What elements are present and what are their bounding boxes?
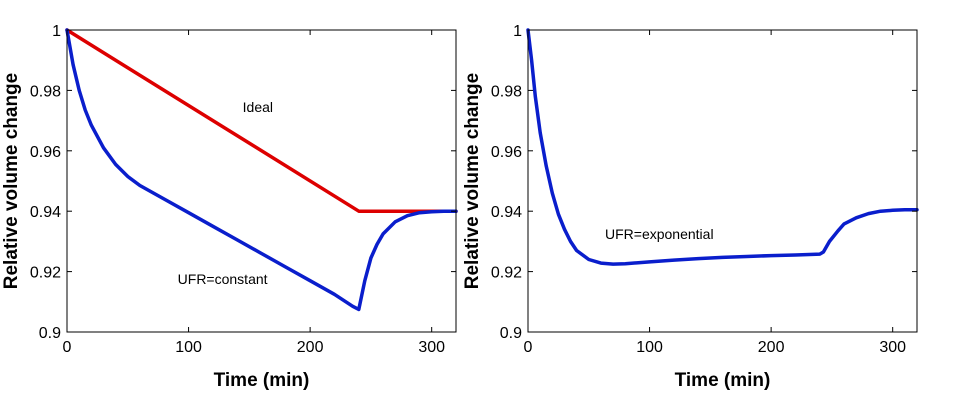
chart-right-ticks: 0 100 200 300 0.9 0.92 0.94 0.96 0.98 1 [491, 23, 917, 356]
chart-right-x-tick-label: 100 [636, 339, 663, 356]
annotation-ufr-exponential: UFR=exponential [605, 226, 714, 242]
chart-left-y-axis-label: Relative volume change [1, 73, 22, 289]
chart-left-series-line-0 [65, 28, 458, 213]
chart-left-y-tick-label: 0.98 [30, 83, 61, 100]
annotation-ufr-constant: UFR=constant [178, 271, 268, 287]
chart-right-y-tick-label: 0.94 [491, 204, 522, 221]
chart-left-marks [65, 28, 458, 312]
chart-right-x-tick-label: 0 [524, 339, 533, 356]
chart-left-axes-frame [66, 29, 457, 333]
chart-left-x-axis-label: Time (min) [214, 370, 310, 391]
chart-right-y-tick-label: 0.92 [491, 265, 522, 282]
chart-left-y-tick-label: 0.94 [30, 204, 61, 221]
chart-left-ticks: 0 100 200 300 0.9 0.92 0.94 0.96 0.98 1 [30, 23, 456, 356]
chart-left-y-tick-label: 0.92 [30, 265, 61, 282]
chart-right-y-axis-label: Relative volume change [462, 73, 483, 289]
chart-left-x-tick-label: 0 [63, 339, 72, 356]
chart-left-x-tick-label: 100 [175, 339, 202, 356]
chart-right-x-tick-label: 200 [758, 339, 785, 356]
chart-left: 0 100 200 300 0.9 0.92 0.94 0.96 0.98 1 Time (min… [1, 23, 458, 391]
chart-left-y-tick-label: 1 [52, 23, 61, 40]
chart-right-y-tick-label: 1 [513, 23, 522, 40]
chart-right-y-tick-label: 0.9 [500, 325, 522, 342]
chart-right-x-axis-label: Time (min) [675, 370, 771, 391]
annotation-ideal: Ideal [243, 99, 273, 115]
chart-right-x-tick-label: 300 [879, 339, 906, 356]
chart-right-y-tick-label: 0.96 [491, 144, 522, 161]
chart-left-y-tick-label: 0.96 [30, 144, 61, 161]
chart-left-x-tick-label: 300 [418, 339, 445, 356]
chart-right-y-tick-label: 0.98 [491, 83, 522, 100]
chart-right: 0 100 200 300 0.9 0.92 0.94 0.96 0.98 1 Time (min… [462, 23, 919, 391]
chart-right-axes-frame [527, 29, 918, 333]
chart-left-x-tick-label: 200 [297, 339, 324, 356]
chart-left-series-line-1 [65, 28, 458, 312]
chart-right-marks [526, 28, 919, 266]
chart-left-y-tick-label: 0.9 [39, 325, 61, 342]
chart-right-series-line-0 [526, 28, 919, 266]
